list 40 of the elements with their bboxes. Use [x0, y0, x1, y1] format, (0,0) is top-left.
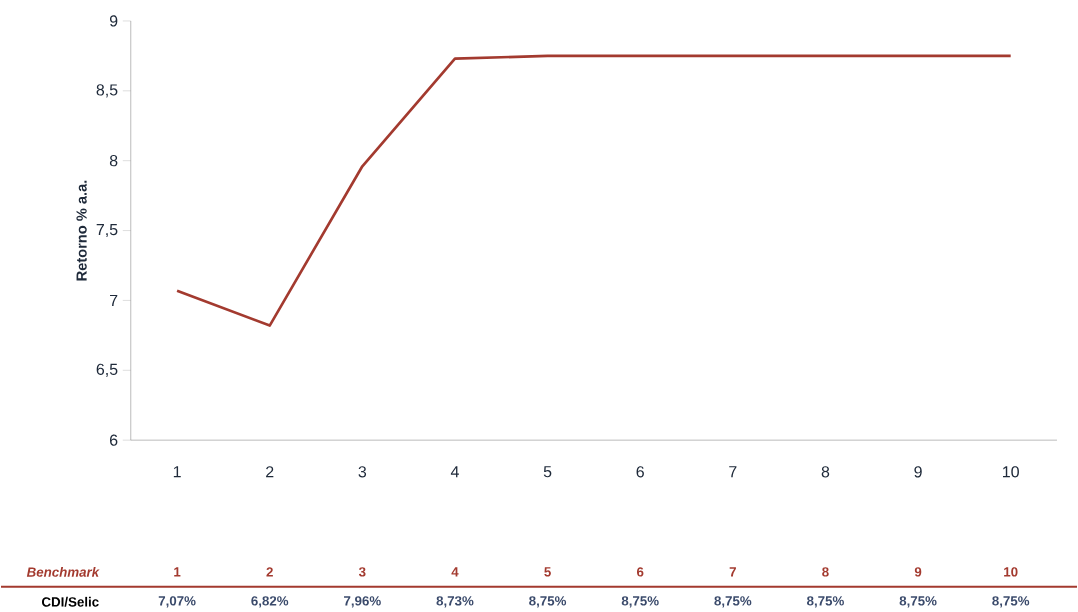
category-label: 9 — [914, 567, 922, 577]
data-label: 8,75% — [806, 596, 844, 608]
category-label: 4 — [451, 567, 459, 577]
category-label: 7 — [729, 567, 736, 577]
category-label: 3 — [358, 567, 366, 577]
x-tick-label: 10 — [1003, 466, 1019, 478]
y-tick-label: 7 — [110, 294, 118, 306]
x-tick-label: 8 — [821, 466, 830, 478]
category-label: 6 — [636, 567, 644, 577]
y-tick-label: 8 — [109, 155, 118, 167]
category-label: 5 — [544, 567, 551, 577]
x-tick-label: 2 — [266, 466, 274, 478]
y-tick-label: 6 — [110, 434, 118, 446]
y-tick-label: 9 — [109, 15, 118, 27]
data-label: 8,75% — [714, 596, 752, 608]
x-tick-label: 1 — [173, 466, 181, 478]
category-label: 2 — [266, 567, 273, 577]
x-tick-label: 6 — [636, 466, 644, 478]
category-label: 1 — [174, 567, 181, 577]
category-label: 10 — [1004, 567, 1018, 577]
data-label: 7,07% — [158, 596, 196, 608]
x-tick-label: 7 — [729, 466, 737, 478]
data-label: 6,82% — [251, 596, 289, 608]
x-tick-label: 9 — [914, 466, 922, 478]
data-label: 8,75% — [621, 596, 659, 608]
data-label: 8,75% — [529, 596, 567, 608]
category-label: 8 — [822, 567, 829, 577]
text: Benchmark — [26, 567, 100, 577]
y-tick-label: 6,5 — [96, 363, 118, 377]
text: CDI/Selic — [41, 596, 99, 607]
x-tick-label: 5 — [543, 466, 552, 478]
data-label: 8,73% — [436, 596, 474, 608]
x-tick-label: 3 — [358, 466, 367, 478]
y-tick-label: 7,5 — [96, 224, 118, 238]
data-label: 7,96% — [344, 596, 381, 608]
y-axis-title: Retorno % a.a. — [76, 180, 87, 281]
data-label: 8,75% — [899, 596, 937, 608]
x-tick-label: 4 — [450, 466, 459, 478]
data-label: 8,75% — [992, 596, 1030, 608]
y-tick-label: 8,5 — [96, 84, 118, 98]
